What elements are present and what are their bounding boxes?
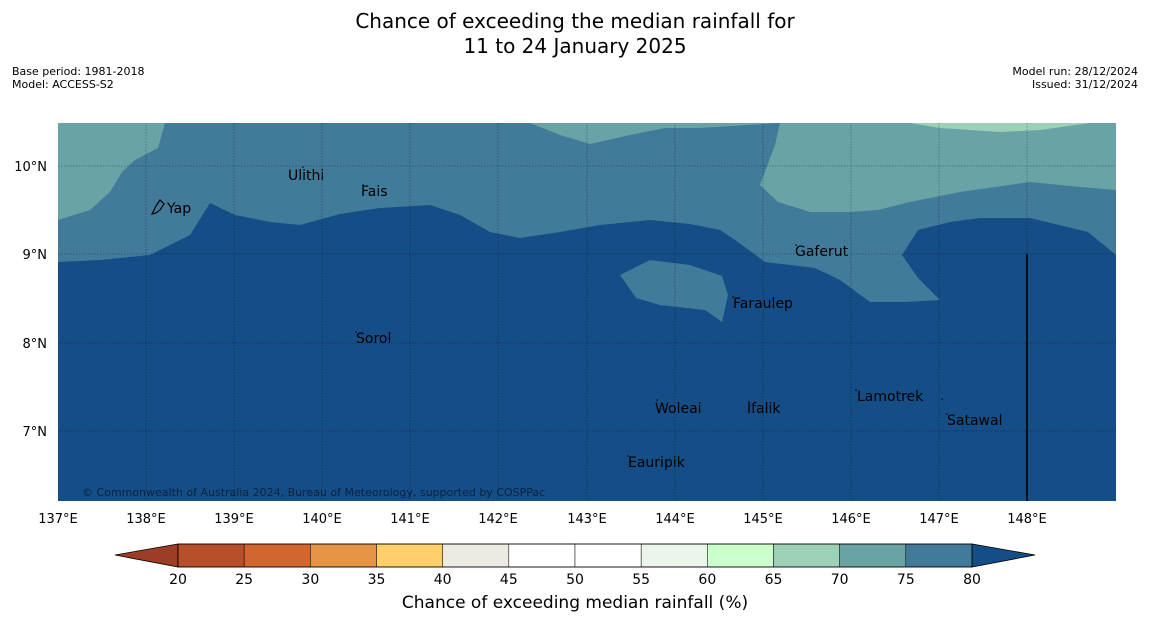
graticule <box>58 123 1116 501</box>
colorbar-segment <box>376 543 443 568</box>
meta-left: Base period: 1981-2018 Model: ACCESS-S2 <box>12 65 144 91</box>
colorbar-segment <box>640 543 708 568</box>
region-70-75-north <box>530 123 780 144</box>
colorbar-tick-label: 80 <box>963 572 981 588</box>
region-70-75-northeast <box>530 123 1116 212</box>
colorbar: 20 25 30 35 40 45 50 55 60 65 70 75 80 <box>114 543 1036 588</box>
region-65-70 <box>910 123 1090 132</box>
colorbar-tick-label: 55 <box>632 572 650 588</box>
colorbar-extend-low <box>114 543 179 568</box>
place-label-ulithi: Ulithi <box>288 168 324 184</box>
colorbar-tick-label: 70 <box>831 572 849 588</box>
model-name: Model: ACCESS-S2 <box>12 78 114 91</box>
colorbar-segment <box>310 543 377 568</box>
colorbar-tick-label: 75 <box>897 572 915 588</box>
place-label-satawal: Satawal <box>947 413 1002 429</box>
lon-label: 138°E <box>126 512 166 527</box>
fais-marker <box>362 184 364 186</box>
colorbar-label: Chance of exceeding median rainfall (%) <box>401 593 749 613</box>
eauripik-marker <box>627 455 629 457</box>
colorbar-tick-label: 50 <box>566 572 584 588</box>
lon-label: 146°E <box>831 512 871 527</box>
place-label-woleai: Woleai <box>655 401 702 417</box>
colorbar-extend-high <box>971 543 1036 568</box>
colorbar-tick-label: 65 <box>765 572 783 588</box>
copyright-notice: © Commonwealth of Australia 2024, Bureau… <box>82 486 545 499</box>
lat-label: 10°N <box>14 160 47 175</box>
lon-label: 142°E <box>478 512 518 527</box>
place-label-faraulep: Faraulep <box>733 296 793 312</box>
colorbar-segment <box>243 543 311 568</box>
colorbar-segment <box>773 543 840 568</box>
title-line-1: Chance of exceeding the median rainfall … <box>355 9 795 33</box>
yap-island-shape <box>150 199 165 215</box>
colorbar-tick-label: 25 <box>235 572 253 588</box>
gaferut-marker <box>795 244 797 246</box>
place-label-gaferut: Gaferut <box>795 244 849 260</box>
colorbar-tick-label: 30 <box>301 572 319 588</box>
model-run: Model run: 28/12/2024 <box>1012 65 1138 78</box>
ulithi-marker <box>302 166 304 168</box>
colorbar-segment <box>839 543 907 568</box>
place-label-lamotrek: Lamotrek <box>857 389 924 405</box>
region-75-80-patch <box>620 260 728 322</box>
lamotrek-east-marker <box>941 398 943 400</box>
lon-label: 144°E <box>655 512 695 527</box>
probability-field: Yap Ulithi Fais Gaferut Faraulep Sorol W… <box>58 123 1116 501</box>
colorbar-segment <box>177 543 245 568</box>
place-label-ifalik: Ifalik <box>747 401 781 417</box>
lamotrek-marker <box>855 389 857 391</box>
lat-label: 9°N <box>23 248 48 263</box>
colorbar-tick-label: 45 <box>500 572 518 588</box>
base-period: Base period: 1981-2018 <box>12 65 145 78</box>
region-70-75-northwest <box>58 123 165 220</box>
lon-label: 140°E <box>302 512 342 527</box>
issued-date: Issued: 31/12/2024 <box>1031 78 1138 91</box>
place-label-eauripik: Eauripik <box>628 455 686 471</box>
colorbar-segment <box>707 543 774 568</box>
place-label-fais: Fais <box>361 184 388 200</box>
lat-label: 7°N <box>23 425 48 440</box>
lon-label: 145°E <box>743 512 783 527</box>
lon-label: 148°E <box>1007 512 1047 527</box>
title-line-2: 11 to 24 January 2025 <box>463 34 687 58</box>
place-label-sorol: Sorol <box>356 331 391 347</box>
colorbar-tick-label: 35 <box>368 572 386 588</box>
lon-label: 143°E <box>567 512 607 527</box>
satawal-marker <box>946 413 948 415</box>
lon-label: 137°E <box>38 512 78 527</box>
ifalik-marker <box>748 401 750 403</box>
latitude-labels: 10°N 9°N 8°N 7°N <box>14 160 47 440</box>
colorbar-tick-label: 20 <box>169 572 187 588</box>
colorbar-tick-label: 40 <box>434 572 452 588</box>
colorbar-segment <box>905 543 973 568</box>
lon-label: 141°E <box>390 512 430 527</box>
longitude-labels: 137°E 138°E 139°E 140°E 141°E 142°E 143°… <box>38 512 1047 527</box>
lon-label: 147°E <box>919 512 959 527</box>
colorbar-segment <box>442 543 510 568</box>
sorol-marker <box>355 331 357 333</box>
map-title: Chance of exceeding the median rainfall … <box>0 9 1150 59</box>
colorbar-frame <box>177 543 973 568</box>
faraulep-marker <box>732 296 734 298</box>
meta-right: Model run: 28/12/2024 Issued: 31/12/2024 <box>1012 65 1138 91</box>
colorbar-segment <box>574 543 642 568</box>
lon-label: 139°E <box>214 512 254 527</box>
colorbar-segment <box>508 543 576 568</box>
colorbar-tick-label: 60 <box>698 572 716 588</box>
place-label-yap: Yap <box>166 201 191 217</box>
lat-label: 8°N <box>23 337 48 352</box>
woleai-marker <box>656 399 658 401</box>
